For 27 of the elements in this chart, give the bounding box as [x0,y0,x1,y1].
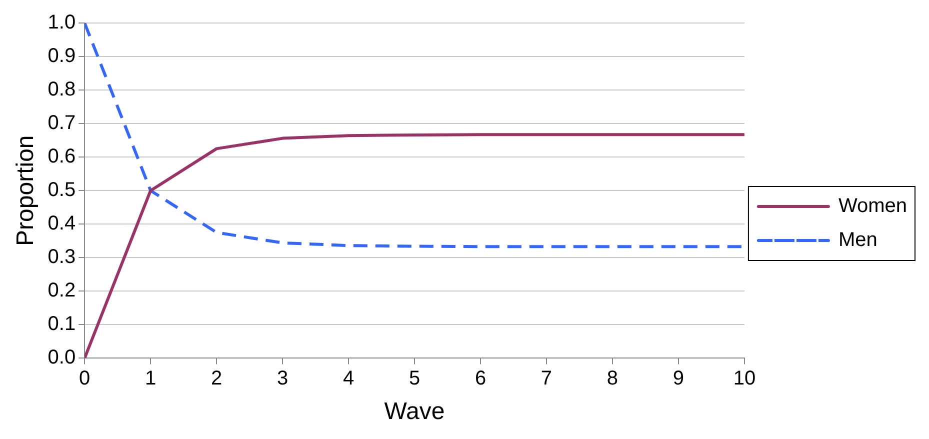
legend-label: Women [838,195,907,218]
x-tick-label: 8 [606,368,618,390]
x-tick-label: 0 [79,368,90,390]
y-tick-label: 0.8 [48,78,76,101]
x-axis-title: Wave [384,398,445,426]
y-tick-label: 0.7 [48,112,76,134]
x-tick-label: 1 [145,368,156,390]
y-tick-label: 0.9 [48,45,76,68]
y-tick-label: 0.5 [48,179,76,202]
text: 1.0 [48,12,76,34]
y-tick-label: 0.3 [48,246,76,268]
x-tick-label: 7 [540,368,552,390]
x-tick-label: 3 [276,368,288,390]
y-tick-label: 0.2 [48,280,76,302]
x-tick-label: 2 [211,368,222,390]
y-axis-title: Proportion [12,135,40,246]
legend-label: Men [838,229,878,252]
y-tick-label: 0.6 [48,146,76,168]
text: 0.0 [48,346,76,369]
x-tick-label: 5 [408,368,420,390]
x-tick-label: 9 [672,368,684,390]
x-tick-label: 4 [342,368,354,390]
line-series [84,23,744,248]
x-tick-label: 6 [474,368,486,390]
x-tick-label: 10 [733,368,756,390]
y-tick-label: 0.1 [48,313,76,336]
y-tick-label: 0.4 [48,212,76,235]
